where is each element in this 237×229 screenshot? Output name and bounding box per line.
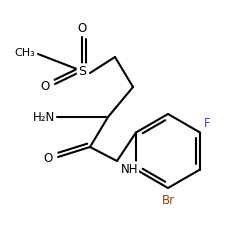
Text: Br: Br <box>161 193 175 206</box>
Text: H₂N: H₂N <box>33 111 55 124</box>
Text: S: S <box>78 65 86 78</box>
Text: O: O <box>41 80 50 93</box>
Text: NH: NH <box>121 162 138 175</box>
Text: O: O <box>77 22 87 35</box>
Text: CH₃: CH₃ <box>14 48 35 58</box>
Text: F: F <box>204 117 211 130</box>
Text: O: O <box>44 152 53 165</box>
